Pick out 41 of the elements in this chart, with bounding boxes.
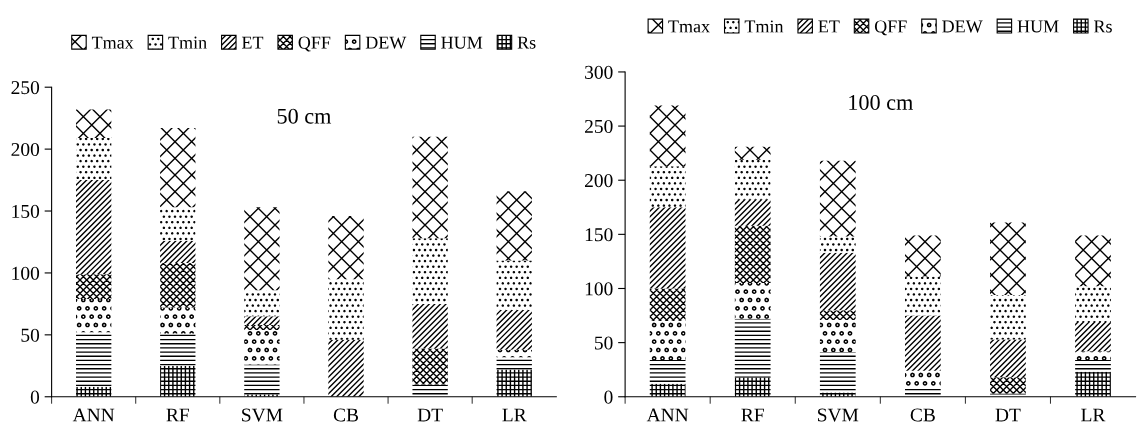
x-tick-label: ANN	[646, 408, 689, 422]
x-tick-label: SVM	[818, 408, 859, 422]
x-tick-label: DT	[995, 408, 1021, 422]
y-tick-label: 50	[595, 336, 613, 350]
legend-label: Tmax	[91, 36, 134, 49]
legend-label: Rs	[517, 36, 536, 49]
y-tick-label: 300	[585, 65, 613, 79]
y-tick-label: 50	[21, 328, 40, 342]
legend-label: ET	[241, 36, 264, 49]
legend-label: QFF	[298, 36, 331, 52]
legend-label: ET	[818, 20, 840, 33]
annotation: 100 cm	[849, 94, 913, 110]
y-tick-label: 150	[12, 204, 40, 218]
legend-label: DEW	[365, 36, 407, 49]
y-tick-label: 250	[11, 81, 40, 95]
y-tick-label: 150	[585, 228, 613, 242]
legend-label: Tmin	[168, 36, 207, 49]
x-tick-label: SVM	[242, 408, 283, 422]
legend-label: HUM	[1017, 20, 1059, 33]
y-tick-label: 0	[604, 390, 613, 404]
annotation: 50 cm	[277, 108, 332, 124]
y-tick-label: 100	[12, 266, 40, 280]
x-tick-label: ANN	[72, 408, 115, 422]
legend-label: Tmax	[668, 20, 710, 33]
legend-label: DEW	[942, 20, 983, 33]
x-tick-label: CB	[910, 408, 935, 422]
y-tick-label: 0	[30, 390, 40, 404]
x-tick-label: RF	[166, 408, 189, 422]
legend-label: HUM	[441, 36, 483, 49]
x-tick-label: CB	[333, 408, 359, 422]
x-tick-label: LR	[502, 408, 527, 422]
y-tick-label: 200	[11, 142, 40, 157]
y-tick-label: 200	[585, 174, 613, 188]
x-tick-label: LR	[1081, 408, 1106, 422]
y-tick-label: 250	[585, 119, 613, 134]
legend-label: Rs	[1093, 20, 1112, 33]
legend-label: Tmin	[744, 20, 784, 33]
x-tick-label: RF	[741, 408, 764, 422]
y-tick-label: 100	[585, 282, 613, 296]
x-tick-label: DT	[417, 408, 443, 422]
legend-label: QFF	[874, 20, 907, 36]
